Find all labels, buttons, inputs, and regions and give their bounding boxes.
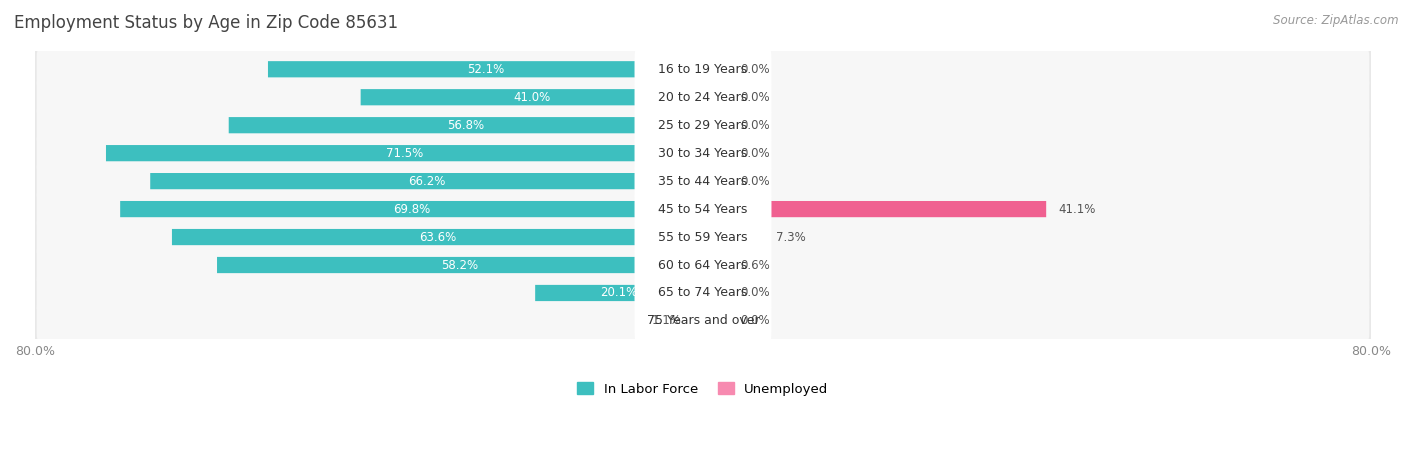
Text: 0.6%: 0.6% <box>741 258 770 272</box>
FancyBboxPatch shape <box>37 161 1369 202</box>
FancyBboxPatch shape <box>105 145 703 161</box>
FancyBboxPatch shape <box>34 98 1372 152</box>
Text: 60 to 64 Years: 60 to 64 Years <box>658 258 748 272</box>
Text: 55 to 59 Years: 55 to 59 Years <box>658 230 748 244</box>
Text: 71.5%: 71.5% <box>385 147 423 160</box>
FancyBboxPatch shape <box>703 173 728 189</box>
Text: 0.0%: 0.0% <box>741 63 770 76</box>
FancyBboxPatch shape <box>703 201 1046 217</box>
FancyBboxPatch shape <box>703 61 728 78</box>
FancyBboxPatch shape <box>634 141 772 221</box>
FancyBboxPatch shape <box>229 117 703 133</box>
Text: Source: ZipAtlas.com: Source: ZipAtlas.com <box>1274 14 1399 27</box>
Text: 20 to 24 Years: 20 to 24 Years <box>658 91 748 104</box>
FancyBboxPatch shape <box>634 225 772 305</box>
Text: 35 to 44 Years: 35 to 44 Years <box>658 175 748 188</box>
FancyBboxPatch shape <box>120 201 703 217</box>
FancyBboxPatch shape <box>634 169 772 249</box>
FancyBboxPatch shape <box>703 313 728 329</box>
FancyBboxPatch shape <box>634 197 772 277</box>
Text: 25 to 29 Years: 25 to 29 Years <box>658 119 748 132</box>
Text: 0.0%: 0.0% <box>741 147 770 160</box>
Text: 65 to 74 Years: 65 to 74 Years <box>658 286 748 299</box>
FancyBboxPatch shape <box>150 173 703 189</box>
Legend: In Labor Force, Unemployed: In Labor Force, Unemployed <box>578 382 828 396</box>
FancyBboxPatch shape <box>172 229 703 245</box>
FancyBboxPatch shape <box>37 105 1369 146</box>
FancyBboxPatch shape <box>34 126 1372 180</box>
FancyBboxPatch shape <box>34 42 1372 96</box>
Text: 7.3%: 7.3% <box>776 230 806 244</box>
FancyBboxPatch shape <box>34 266 1372 320</box>
Text: 41.1%: 41.1% <box>1059 202 1097 216</box>
Text: 0.0%: 0.0% <box>741 286 770 299</box>
FancyBboxPatch shape <box>536 285 703 301</box>
FancyBboxPatch shape <box>634 57 772 138</box>
Text: Employment Status by Age in Zip Code 85631: Employment Status by Age in Zip Code 856… <box>14 14 398 32</box>
FancyBboxPatch shape <box>37 300 1369 341</box>
FancyBboxPatch shape <box>634 281 772 361</box>
FancyBboxPatch shape <box>703 285 728 301</box>
Text: 58.2%: 58.2% <box>441 258 478 272</box>
FancyBboxPatch shape <box>34 154 1372 208</box>
FancyBboxPatch shape <box>361 89 703 106</box>
Text: 41.0%: 41.0% <box>513 91 551 104</box>
FancyBboxPatch shape <box>37 244 1369 285</box>
Text: 0.0%: 0.0% <box>741 175 770 188</box>
FancyBboxPatch shape <box>703 89 728 106</box>
Text: 16 to 19 Years: 16 to 19 Years <box>658 63 748 76</box>
Text: 1.1%: 1.1% <box>651 314 682 327</box>
FancyBboxPatch shape <box>634 29 772 110</box>
Text: 45 to 54 Years: 45 to 54 Years <box>658 202 748 216</box>
Text: 0.0%: 0.0% <box>741 119 770 132</box>
FancyBboxPatch shape <box>37 133 1369 174</box>
FancyBboxPatch shape <box>37 189 1369 230</box>
Text: 63.6%: 63.6% <box>419 230 456 244</box>
FancyBboxPatch shape <box>37 49 1369 90</box>
Text: 0.0%: 0.0% <box>741 314 770 327</box>
FancyBboxPatch shape <box>37 77 1369 118</box>
FancyBboxPatch shape <box>634 253 772 333</box>
FancyBboxPatch shape <box>693 313 703 329</box>
FancyBboxPatch shape <box>703 257 728 273</box>
FancyBboxPatch shape <box>269 61 703 78</box>
Text: 66.2%: 66.2% <box>408 175 446 188</box>
Text: 56.8%: 56.8% <box>447 119 485 132</box>
FancyBboxPatch shape <box>703 229 763 245</box>
FancyBboxPatch shape <box>34 182 1372 236</box>
Text: 20.1%: 20.1% <box>600 286 638 299</box>
FancyBboxPatch shape <box>34 210 1372 264</box>
FancyBboxPatch shape <box>34 70 1372 124</box>
Text: 52.1%: 52.1% <box>467 63 505 76</box>
FancyBboxPatch shape <box>703 117 728 133</box>
FancyBboxPatch shape <box>217 257 703 273</box>
FancyBboxPatch shape <box>634 113 772 193</box>
FancyBboxPatch shape <box>37 216 1369 258</box>
Text: 75 Years and over: 75 Years and over <box>647 314 759 327</box>
Text: 30 to 34 Years: 30 to 34 Years <box>658 147 748 160</box>
Text: 69.8%: 69.8% <box>392 202 430 216</box>
FancyBboxPatch shape <box>34 294 1372 348</box>
Text: 0.0%: 0.0% <box>741 91 770 104</box>
FancyBboxPatch shape <box>703 145 728 161</box>
FancyBboxPatch shape <box>37 272 1369 313</box>
FancyBboxPatch shape <box>634 85 772 166</box>
FancyBboxPatch shape <box>34 238 1372 292</box>
